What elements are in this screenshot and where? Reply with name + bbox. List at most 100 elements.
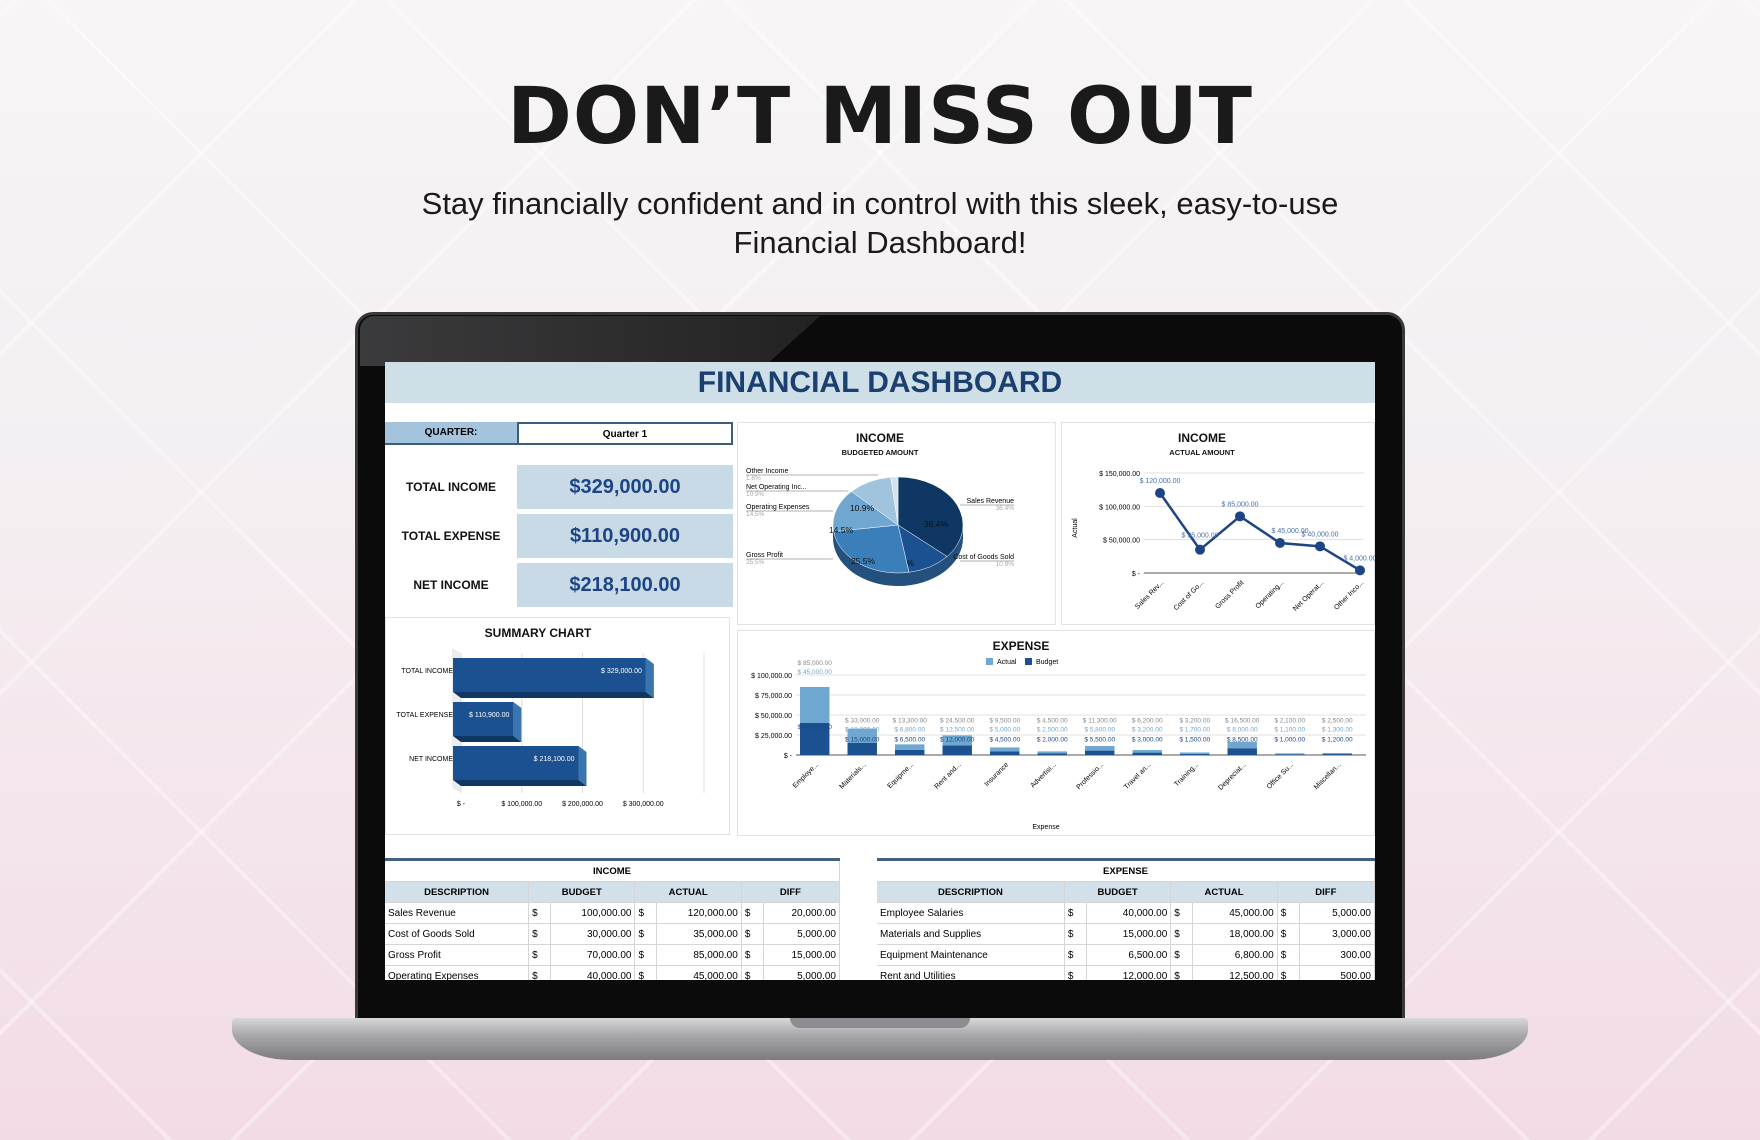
bar-actual <box>1037 751 1067 754</box>
y-tick-label: $ 100,000.00 <box>751 673 792 680</box>
table-row: Equipment Maintenance $6,500.00 $6,800.00 $… <box>877 944 1375 966</box>
table-cell: 5,000.00 <box>763 965 841 980</box>
legend-name: Other Income <box>746 468 789 475</box>
data-label: $ 40,000.00 <box>1302 531 1339 538</box>
bar-bottom <box>453 780 587 786</box>
bar-actual <box>990 747 1020 752</box>
bar <box>453 702 514 736</box>
currency-symbol: $ <box>741 965 764 980</box>
column-header: BUDGET <box>1064 881 1172 903</box>
budget-label: $ 1,500.00 <box>1179 737 1210 744</box>
promo-headline: DON’T MISS OUT <box>507 72 1253 162</box>
column-header: ACTUAL <box>634 881 742 903</box>
budget-label: $ 40,000.00 <box>798 724 833 731</box>
series-line <box>1158 492 1361 572</box>
y-tick-label: $ - <box>1132 571 1141 578</box>
data-label: $ 85,000.00 <box>1222 501 1259 508</box>
bar-bottom <box>453 692 654 698</box>
promo-subtitle: Stay financially confident and in contro… <box>0 184 1760 262</box>
data-point <box>1275 538 1285 548</box>
table-cell: Gross Profit <box>385 944 530 966</box>
column-header: DIFF <box>741 881 841 903</box>
chart-title: SUMMARY CHART <box>485 626 592 640</box>
x-tick-label: Travel an... <box>1123 761 1153 791</box>
kpi-value-net-income: $218,100.00 <box>517 563 733 607</box>
bar-actual <box>1085 745 1115 751</box>
data-point <box>1355 565 1365 576</box>
actual-label: $ 3,200.00 <box>1132 727 1163 734</box>
column-header: DIFF <box>1277 881 1375 903</box>
chart-title: INCOME <box>856 431 904 445</box>
y-tick-label: $ 50,000.00 <box>1103 538 1140 545</box>
category-label: TOTAL INCOME <box>401 668 453 675</box>
currency-symbol: $ <box>634 923 658 945</box>
table-row: Rent and Utilities $12,000.00 $12,500.00 $5… <box>877 965 1375 980</box>
pie-slice <box>897 476 964 557</box>
bar <box>453 658 646 692</box>
total-label: $ 6,200.00 <box>1132 718 1163 725</box>
x-tick-label: Depreciat... <box>1217 761 1247 791</box>
currency-symbol: $ <box>741 923 764 945</box>
total-label: $ 9,500.00 <box>989 718 1020 725</box>
table-cell: 3,000.00 <box>1299 923 1375 945</box>
pie-slice <box>832 491 899 532</box>
total-label: $ 3,200.00 <box>1179 718 1210 725</box>
table-cell: 35,000.00 <box>656 923 742 945</box>
x-tick-label: $ 100,000.00 <box>501 801 542 808</box>
bar-bottom <box>453 736 522 742</box>
bar-budget <box>895 749 925 755</box>
table-cell: Materials and Supplies <box>877 923 1065 945</box>
table-cell: Employee Salaries <box>877 902 1065 924</box>
currency-symbol: $ <box>1277 944 1300 966</box>
table-cell: 40,000.00 <box>550 965 636 980</box>
legend-percent: 14.5% <box>746 511 765 518</box>
total-label: $ 24,500.00 <box>940 718 975 725</box>
income-pie-panel: INCOME BUDGETED AMOUNT 36.4% 10.9% 25.5% 14.5… <box>737 422 1056 625</box>
column-header: DESCRIPTION <box>385 881 530 903</box>
x-axis-label: Expense <box>1032 824 1059 831</box>
income-line-panel: INCOME ACTUAL AMOUNT $ - $ 50,000.00 $ 100,0… <box>1061 422 1375 625</box>
summary-chart: SUMMARY CHART $ - $ 100,000.00 $ 200,000.00… <box>396 626 705 808</box>
total-label: $ 16,500.00 <box>1225 718 1260 725</box>
bar-actual <box>847 728 877 743</box>
legend-name: Net Operating Inc... <box>746 484 807 491</box>
table-cell: 120,000.00 <box>656 902 742 924</box>
budget-label: $ 1,200.00 <box>1322 737 1353 744</box>
table-cell: 15,000.00 <box>763 944 841 966</box>
chart-title: INCOME <box>1178 431 1226 445</box>
legend-percent: 10.9% <box>746 491 765 498</box>
summary-chart-panel: SUMMARY CHART $ - $ 100,000.00 $ 200,000.00… <box>385 617 730 835</box>
legend-percent: 25.5% <box>746 559 765 566</box>
legend-label: Budget <box>1036 659 1058 666</box>
table-cell: 45,000.00 <box>1192 902 1278 924</box>
chart-title: EXPENSE <box>993 639 1050 653</box>
y-tick-label: $ 25,000.00 <box>755 733 792 740</box>
budget-label: $ 5,500.00 <box>1084 737 1115 744</box>
table-cell: 300.00 <box>1299 944 1375 966</box>
table-cell: 6,500.00 <box>1086 944 1172 966</box>
total-label: $ 33,000.00 <box>845 718 880 725</box>
y-tick-label: $ 150,000.00 <box>1099 471 1140 478</box>
kpi-label-total-income: TOTAL INCOME <box>406 480 496 494</box>
bar-budget <box>942 745 972 755</box>
bar-budget <box>800 723 830 755</box>
legend-name: Cost of Goods Sold <box>953 554 1014 561</box>
currency-symbol: $ <box>1277 965 1300 980</box>
table-title: INCOME <box>385 858 840 882</box>
bar-budget <box>1085 750 1115 755</box>
table-cell: Operating Expenses <box>385 965 530 980</box>
data-point <box>1235 511 1245 522</box>
x-tick-label: Materials... <box>838 761 867 790</box>
bar-side <box>513 702 522 742</box>
bar-actual <box>1275 753 1305 755</box>
quarter-select[interactable]: Quarter 1 <box>517 422 733 445</box>
currency-symbol: $ <box>1064 944 1087 966</box>
currency-symbol: $ <box>741 944 764 966</box>
table-cell: 5,000.00 <box>1299 902 1375 924</box>
actual-label: $ 6,800.00 <box>894 727 925 734</box>
currency-symbol: $ <box>528 923 552 945</box>
y-tick-label: $ 75,000.00 <box>755 693 792 700</box>
budget-label: $ 12,000.00 <box>940 737 975 744</box>
x-tick-label: Employe... <box>792 761 820 789</box>
kpi-value-total-expense: $110,900.00 <box>517 514 733 558</box>
